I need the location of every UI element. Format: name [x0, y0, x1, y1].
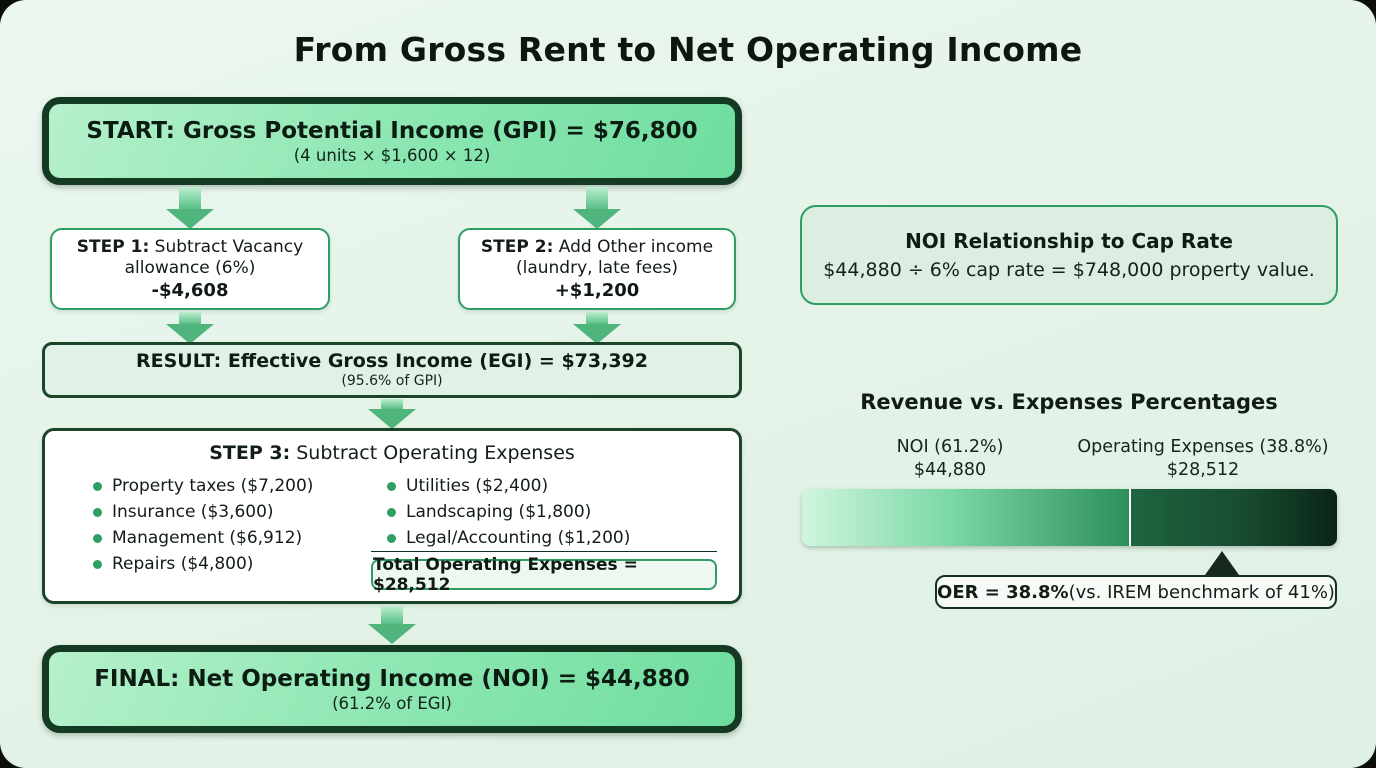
step1-value: -$4,608: [151, 280, 229, 302]
arrow-down-icon: [573, 187, 621, 229]
expense-label: Management ($6,912): [112, 528, 303, 548]
step1-box: STEP 1: Subtract Vacancy allowance (6%) …: [50, 228, 330, 310]
result-box: RESULT: Effective Gross Income (EGI) = $…: [42, 342, 742, 398]
expenses-bar-label: Operating Expenses (38.8%) $28,512: [1058, 436, 1348, 482]
expense-label: Repairs ($4,800): [112, 554, 254, 574]
step3-title: STEP 3: Subtract Operating Expenses: [45, 442, 739, 464]
arrow-head: [166, 324, 214, 344]
expense-item: Landscaping ($1,800): [387, 499, 630, 525]
start-box: START: Gross Potential Income (GPI) = $7…: [42, 97, 742, 185]
arrow-stem: [179, 187, 201, 209]
bullet-dot-icon: [93, 533, 102, 543]
expense-label: Insurance ($3,600): [112, 502, 274, 522]
arrow-down-icon: [368, 399, 416, 429]
arrow-stem: [586, 312, 608, 324]
step3-box: STEP 3: Subtract Operating Expenses Prop…: [42, 428, 742, 604]
expense-item: Management ($6,912): [93, 525, 313, 551]
noi-value: $44,880: [913, 459, 987, 480]
expense-item: Utilities ($2,400): [387, 473, 630, 499]
noi-bar-label: NOI (61.2%) $44,880: [838, 436, 1062, 482]
page-title: From Gross Rent to Net Operating Income: [293, 30, 1083, 69]
noi-label: NOI (61.2%): [896, 437, 1004, 457]
step2-value: +$1,200: [554, 280, 640, 302]
bullet-dot-icon: [93, 481, 102, 491]
total-divider: [371, 551, 717, 552]
expense-item: Legal/Accounting ($1,200): [387, 525, 630, 551]
expense-label: Utilities ($2,400): [406, 476, 549, 496]
expenses-value: $28,512: [1166, 459, 1240, 480]
final-subtitle: (61.2% of EGI): [332, 694, 452, 714]
chart-title: Revenue vs. Expenses Percentages: [860, 390, 1278, 414]
arrow-head: [573, 324, 621, 344]
bullet-dot-icon: [387, 533, 396, 543]
arrow-down-icon: [368, 606, 416, 644]
cap-rate-text: $44,880 ÷ 6% cap rate = $748,000 propert…: [823, 259, 1315, 281]
expense-item: Repairs ($4,800): [93, 551, 313, 577]
arrow-head: [166, 209, 214, 229]
callout-pointer-icon: [1205, 551, 1239, 575]
arrow-stem: [381, 399, 403, 409]
expense-list-left: Property taxes ($7,200) Insurance ($3,60…: [93, 473, 313, 577]
bullet-dot-icon: [93, 559, 102, 569]
arrow-head: [573, 209, 621, 229]
oer-callout: OER = 38.8% (vs. IREM benchmark of 41%): [935, 575, 1337, 609]
start-title: START: Gross Potential Income (GPI) = $7…: [86, 117, 698, 144]
arrow-stem: [586, 187, 608, 209]
step2-text: STEP 2: Add Other income (laundry, late …: [474, 237, 720, 278]
step1-text: STEP 1: Subtract Vacancy allowance (6%): [66, 237, 314, 278]
arrow-stem: [179, 312, 201, 324]
expense-item: Property taxes ($7,200): [93, 473, 313, 499]
expense-item: Insurance ($3,600): [93, 499, 313, 525]
result-subtitle: (95.6% of GPI): [341, 372, 443, 389]
bullet-dot-icon: [387, 481, 396, 491]
start-subtitle: (4 units × $1,600 × 12): [293, 146, 491, 166]
noi-bar-segment: [802, 489, 1130, 546]
arrow-stem: [381, 606, 403, 624]
step1-desc: Subtract Vacancy allowance (6%): [124, 236, 304, 278]
arrow-head: [368, 409, 416, 429]
step2-label: STEP 2:: [480, 236, 554, 257]
stacked-bar: [802, 489, 1337, 546]
expenses-bar-segment: [1129, 489, 1337, 546]
oer-value: OER = 38.8%: [937, 581, 1069, 603]
final-box: FINAL: Net Operating Income (NOI) = $44,…: [42, 645, 742, 733]
expense-label: Legal/Accounting ($1,200): [406, 528, 631, 548]
expense-label: Landscaping ($1,800): [406, 502, 592, 522]
result-title: RESULT: Effective Gross Income (EGI) = $…: [136, 350, 648, 373]
arrow-down-icon: [573, 312, 621, 344]
expense-list-right: Utilities ($2,400) Landscaping ($1,800) …: [387, 473, 630, 551]
cap-rate-box: NOI Relationship to Cap Rate $44,880 ÷ 6…: [800, 205, 1338, 305]
arrow-down-icon: [166, 187, 214, 229]
arrow-down-icon: [166, 312, 214, 344]
step3-label: STEP 3:: [209, 442, 291, 464]
bullet-dot-icon: [387, 507, 396, 517]
bullet-dot-icon: [93, 507, 102, 517]
cap-rate-title: NOI Relationship to Cap Rate: [905, 229, 1233, 253]
final-title: FINAL: Net Operating Income (NOI) = $44,…: [94, 665, 690, 692]
step3-desc: Subtract Operating Expenses: [290, 442, 575, 464]
total-operating-expenses-box: Total Operating Expenses = $28,512: [371, 555, 717, 595]
expenses-label: Operating Expenses (38.8%): [1077, 437, 1329, 457]
step2-desc: Add Other income (laundry, late fees): [515, 236, 714, 278]
arrow-head: [368, 624, 416, 644]
step1-label: STEP 1:: [76, 236, 150, 257]
step2-box: STEP 2: Add Other income (laundry, late …: [458, 228, 736, 310]
oer-benchmark: (vs. IREM benchmark of 41%): [1068, 581, 1335, 603]
expense-label: Property taxes ($7,200): [112, 476, 314, 496]
